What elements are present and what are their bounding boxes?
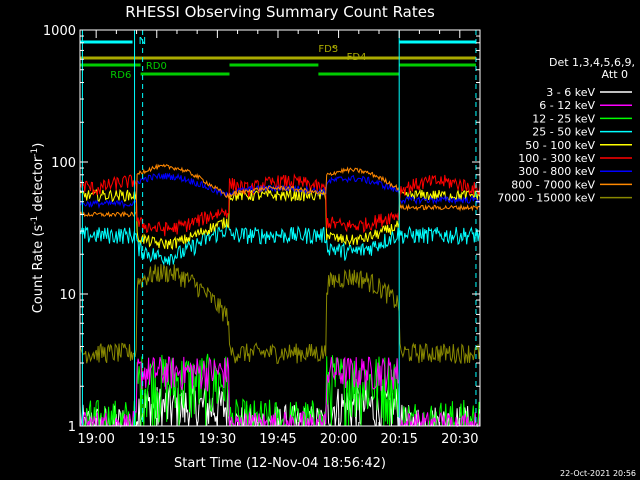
flag-label-fd4: FD4	[347, 52, 367, 63]
legend-label: 50 - 100 keV	[525, 139, 595, 152]
y-axis-label-end: )	[31, 143, 46, 148]
data-marks	[79, 163, 481, 428]
y-tick-label: 100	[51, 156, 76, 171]
y-axis-label: Count Rate (s-1 detector-1)	[30, 143, 46, 314]
x-tick-label: 20:00	[320, 432, 357, 447]
x-tick-label: 19:45	[259, 432, 296, 447]
x-tick-label: 20:15	[380, 432, 417, 447]
series-line-100-300-kev	[79, 173, 481, 237]
legend-label: 25 - 50 keV	[532, 126, 595, 139]
flag-label-fd3: FD3	[318, 44, 338, 55]
flag-marker-fd3	[332, 46, 335, 48]
y-axis-label-main: Count Rate (s	[31, 225, 46, 314]
legend-label: 12 - 25 keV	[532, 112, 595, 125]
y-tick-label: 1000	[43, 24, 76, 39]
flag-label-rd6: RD6	[110, 70, 131, 81]
flag-label-rd0: RD0	[146, 61, 167, 72]
instrument-flags: NFD3FD4RD0RD6	[80, 30, 477, 426]
y-axis-label-exp1: -1	[30, 216, 40, 225]
legend-label: 800 - 7000 keV	[511, 178, 595, 191]
y-tick-label: 1	[68, 420, 76, 435]
series-line-800-7000-kev	[79, 163, 481, 218]
legend-label: 100 - 300 keV	[518, 152, 595, 165]
series-line-25-50-kev	[79, 222, 481, 267]
series-line-7000-15000-kev	[79, 264, 481, 365]
legend-label: 3 - 6 keV	[546, 86, 595, 99]
x-axis-ticks: 19:00 19:15 19:30 19:45 20:00 20:15 20:30	[77, 30, 479, 447]
plot-frame	[79, 29, 481, 427]
y-tick-label: 10	[59, 288, 76, 303]
footer-date: 22-Oct-2021 20:56	[560, 469, 636, 478]
legend-label: 6 - 12 keV	[539, 99, 595, 112]
y-axis-ticks: 1 10 100 1000	[43, 24, 480, 435]
legend-label: 300 - 800 keV	[518, 165, 595, 178]
legend-label: 7000 - 15000 keV	[497, 192, 595, 205]
y-axis-label-mid: detector	[31, 156, 46, 216]
legend-header-line1: Det 1,3,4,5,6,9,	[549, 56, 635, 69]
x-tick-label: 19:15	[138, 432, 175, 447]
legend-header-line2: Att 0	[602, 68, 628, 81]
x-tick-label: 19:00	[77, 432, 114, 447]
x-axis-label: Start Time (12-Nov-04 18:56:42)	[174, 456, 386, 471]
y-axis-label-exp2: -1	[30, 148, 40, 157]
x-tick-label: 19:30	[199, 432, 236, 447]
chart-title: RHESSI Observing Summary Count Rates	[125, 3, 435, 21]
x-tick-label: 20:30	[441, 432, 478, 447]
series-line-50-100-kev	[79, 188, 481, 251]
